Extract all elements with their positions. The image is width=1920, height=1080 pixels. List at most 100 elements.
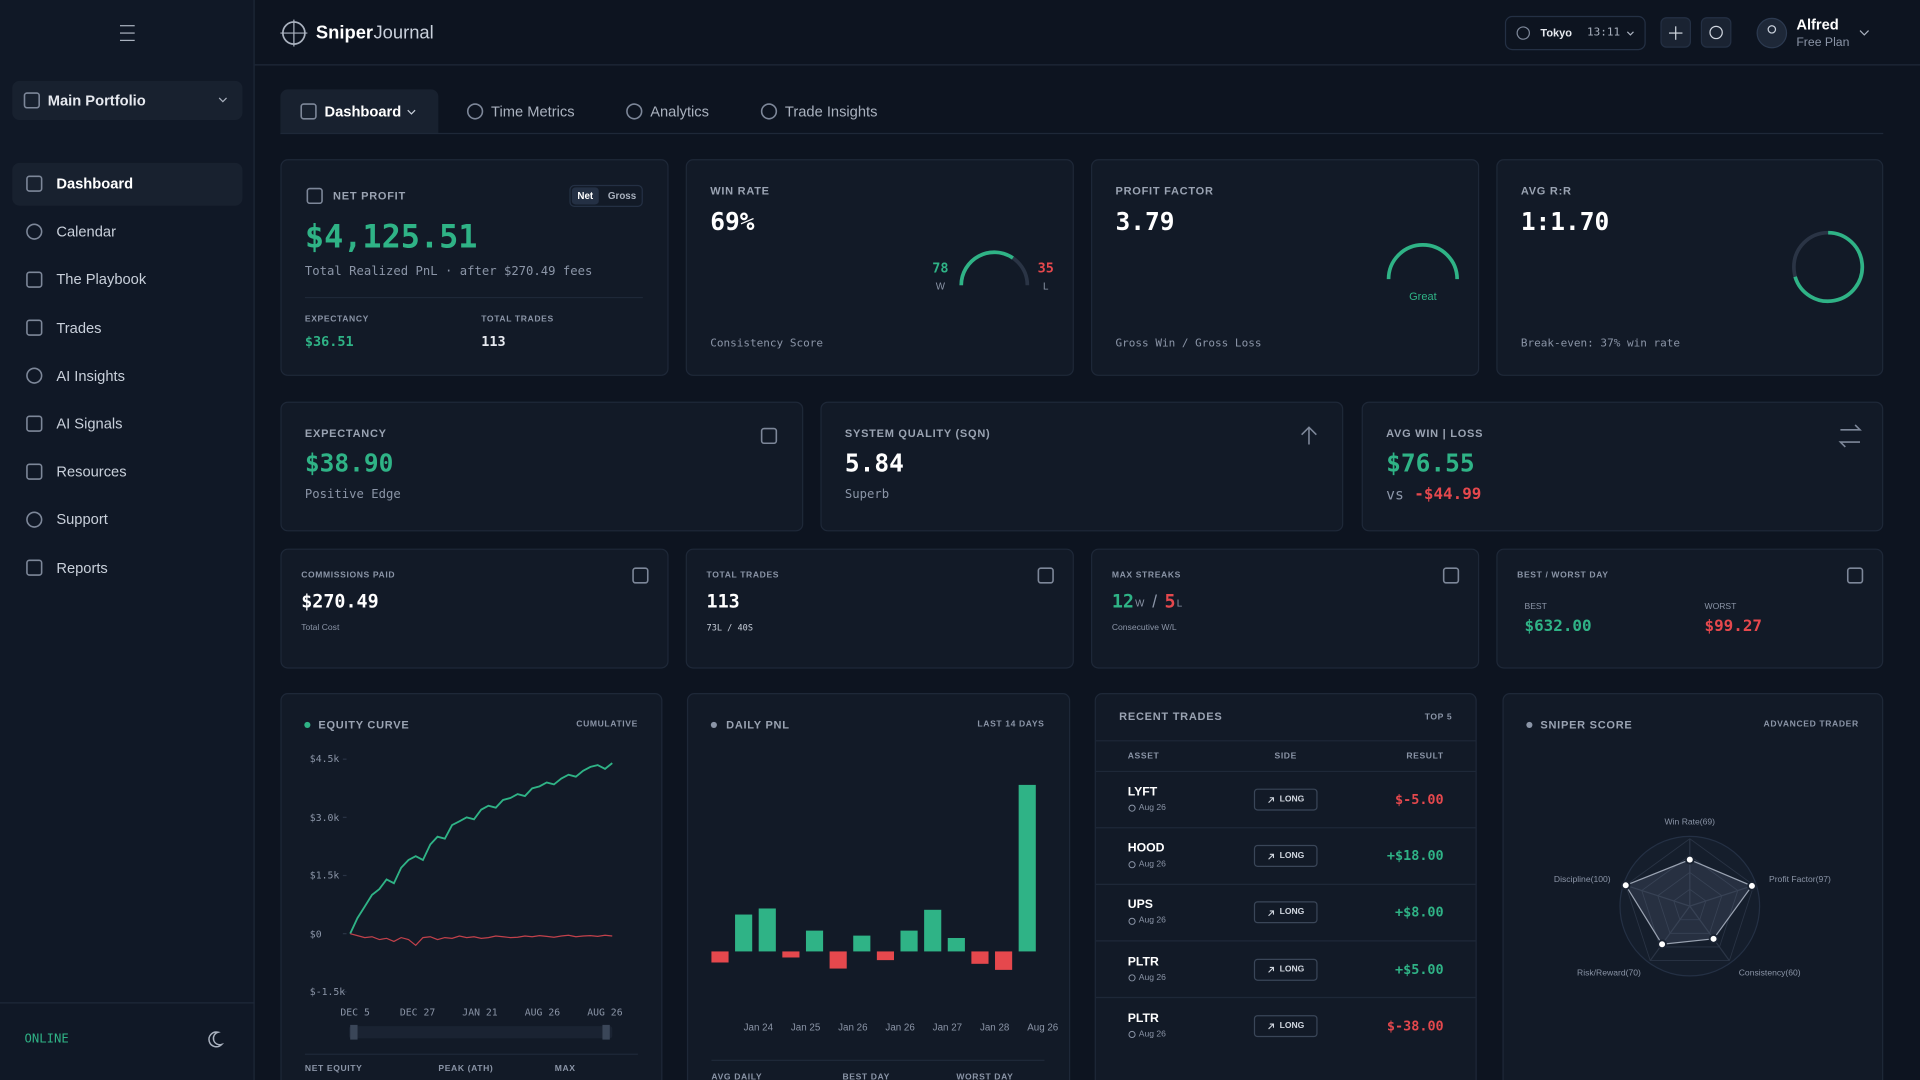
tab[interactable]: Trade Insights: [784, 102, 878, 120]
chart-title: EQUITY CURVE: [318, 718, 410, 732]
asset[interactable]: LYFT: [1127, 785, 1158, 799]
bar: [829, 951, 847, 969]
asset[interactable]: PLTR: [1127, 955, 1159, 969]
y-tick-label: $-1.5k: [309, 986, 346, 998]
portfolio-select[interactable]: [12, 80, 243, 120]
avg-loss: -$44.99: [1414, 485, 1482, 504]
icon: [26, 367, 43, 384]
wins-label: W: [935, 281, 946, 293]
clock-icon: [1128, 917, 1136, 925]
arrow-icon: [1268, 966, 1275, 973]
x-tick-label: Jan 28: [979, 1021, 1010, 1033]
chart-tag: TOP 5: [1424, 713, 1453, 722]
profit-factor-card: [1091, 159, 1480, 376]
radar-grid: [1641, 855, 1739, 948]
losses: 35: [1037, 260, 1054, 277]
result: $-38.00: [1386, 1017, 1444, 1034]
equity-card: [280, 693, 663, 1080]
tab-active[interactable]: [280, 89, 439, 134]
toggle-option[interactable]: Net: [577, 190, 594, 202]
total-trades-card: [685, 548, 1074, 669]
radar-grid: [1673, 888, 1707, 921]
arrow-icon: [1268, 910, 1275, 917]
refresh-button[interactable]: [1700, 17, 1732, 48]
best-worst-card: [1496, 548, 1884, 669]
card-title: WIN RATE: [710, 184, 770, 198]
icon: [26, 271, 43, 288]
worst-value: $99.27: [1704, 617, 1763, 637]
side: LONG: [1279, 965, 1305, 974]
x-tick-label: JAN 21: [462, 1007, 498, 1019]
streak-separator: /: [1152, 591, 1158, 612]
worst-label: WORST: [1704, 603, 1737, 612]
radar-point: [1684, 854, 1695, 865]
kpi-value: $270.49: [301, 590, 379, 613]
wins: 78: [932, 260, 949, 277]
divider: [1689, 884, 1755, 907]
nav-item[interactable]: Reports: [56, 559, 108, 577]
avg-win-loss-card: [1361, 401, 1884, 532]
session-pill[interactable]: [1504, 15, 1646, 51]
card-title: COMMISSIONS PAID: [301, 571, 396, 580]
bar: [995, 951, 1013, 970]
dot: [1526, 721, 1533, 728]
stat-value: 113: [481, 333, 506, 350]
icon: [760, 103, 778, 120]
icon: [26, 175, 43, 192]
tab[interactable]: Analytics: [650, 102, 710, 120]
side-badge: [1253, 845, 1318, 868]
chart-title: SNIPER SCORE: [1540, 718, 1633, 732]
best-value: $632.00: [1524, 617, 1592, 637]
card-footer: Gross Win / Gross Loss: [1115, 337, 1262, 351]
nav-item[interactable]: Trades: [56, 319, 102, 337]
arrow-icon: [1268, 1023, 1275, 1030]
stat-label: EXPECTANCY: [304, 315, 369, 324]
nav-item[interactable]: Support: [56, 511, 108, 529]
card-title: AVG WIN | LOSS: [1386, 427, 1484, 440]
toggle-active[interactable]: [571, 187, 599, 205]
user-plan: Free Plan: [1796, 36, 1850, 50]
x-tick-label: DEC 5: [340, 1007, 370, 1019]
asset[interactable]: PLTR: [1127, 1011, 1159, 1026]
toggle-option[interactable]: Gross: [607, 190, 637, 202]
avg-win: $76.55: [1386, 448, 1475, 478]
nav-item[interactable]: AI Signals: [56, 415, 123, 433]
kpi-subtitle: Consecutive W/L: [1111, 623, 1177, 633]
card-title: TOTAL TRADES: [706, 571, 780, 580]
x-tick-label: Jan 24: [743, 1021, 774, 1033]
radar-point: [1708, 933, 1719, 944]
nav-item[interactable]: Calendar: [56, 223, 116, 241]
icon: [26, 559, 43, 576]
commissions-card: [280, 548, 669, 669]
nav-item[interactable]: Resources: [56, 463, 127, 481]
vs: vs: [1386, 486, 1404, 504]
chevron: [407, 109, 416, 115]
nav-active[interactable]: [12, 162, 243, 206]
kpi-subtitle: Positive Edge: [304, 487, 401, 502]
y-tick-label: $4.5k: [309, 753, 340, 765]
side: LONG: [1279, 908, 1305, 918]
net-profit-subtitle: Total Realized PnL · after $270.49 fees: [304, 265, 593, 279]
icon: [1037, 567, 1054, 584]
asset[interactable]: UPS: [1127, 898, 1153, 913]
nav-item[interactable]: Dashboard: [56, 175, 134, 193]
kpi-value: 3.79: [1115, 206, 1175, 237]
user-name[interactable]: Alfred: [1796, 15, 1839, 34]
asset[interactable]: HOOD: [1127, 842, 1165, 856]
x-tick-label: Jan 25: [790, 1021, 821, 1033]
stat-label: TOTAL TRADES: [481, 315, 554, 324]
icon: [626, 103, 643, 120]
portfolio-name: Main Portfolio: [47, 91, 146, 109]
radar-label: Risk/Reward(70): [1577, 969, 1641, 978]
nav-item[interactable]: The Playbook: [56, 271, 147, 289]
chart-tag: CUMULATIVE: [576, 720, 638, 730]
result: +$18.00: [1386, 848, 1444, 865]
bar: [900, 930, 918, 952]
range-slider: [348, 1026, 613, 1039]
nav-item[interactable]: AI Insights: [56, 367, 125, 385]
rating: Great: [1409, 290, 1437, 303]
streak-wins: 12: [1111, 590, 1134, 613]
tab[interactable]: Time Metrics: [491, 102, 575, 120]
trade-date: Aug 26: [1138, 917, 1166, 926]
tab[interactable]: Dashboard: [324, 102, 402, 120]
